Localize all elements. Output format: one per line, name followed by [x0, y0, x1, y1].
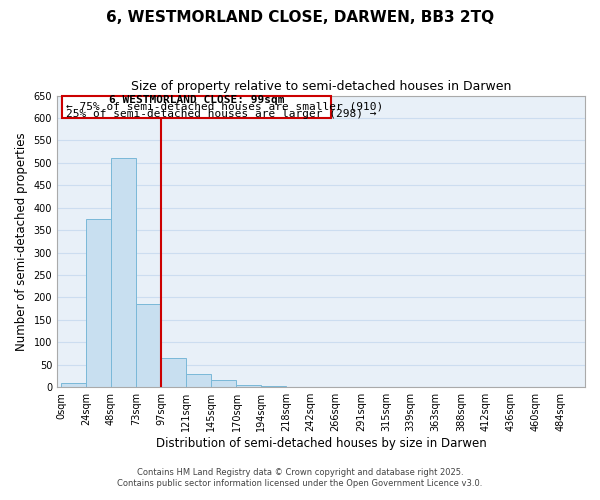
- Text: Contains HM Land Registry data © Crown copyright and database right 2025.
Contai: Contains HM Land Registry data © Crown c…: [118, 468, 482, 487]
- Text: 25% of semi-detached houses are larger (298) →: 25% of semi-detached houses are larger (…: [67, 108, 377, 118]
- Bar: [136, 304, 161, 387]
- Bar: [261, 386, 286, 387]
- Bar: [186, 374, 211, 387]
- Text: 6 WESTMORLAND CLOSE: 99sqm: 6 WESTMORLAND CLOSE: 99sqm: [109, 94, 284, 104]
- Bar: [61, 382, 86, 387]
- Title: Size of property relative to semi-detached houses in Darwen: Size of property relative to semi-detach…: [131, 80, 511, 93]
- Bar: [62, 96, 331, 118]
- Text: ← 75% of semi-detached houses are smaller (910): ← 75% of semi-detached houses are smalle…: [67, 102, 383, 112]
- Bar: [236, 385, 261, 387]
- Text: 6, WESTMORLAND CLOSE, DARWEN, BB3 2TQ: 6, WESTMORLAND CLOSE, DARWEN, BB3 2TQ: [106, 10, 494, 25]
- Y-axis label: Number of semi-detached properties: Number of semi-detached properties: [15, 132, 28, 350]
- Bar: [211, 380, 236, 387]
- Bar: [86, 219, 110, 387]
- Bar: [161, 358, 186, 387]
- X-axis label: Distribution of semi-detached houses by size in Darwen: Distribution of semi-detached houses by …: [155, 437, 487, 450]
- Bar: [110, 158, 136, 387]
